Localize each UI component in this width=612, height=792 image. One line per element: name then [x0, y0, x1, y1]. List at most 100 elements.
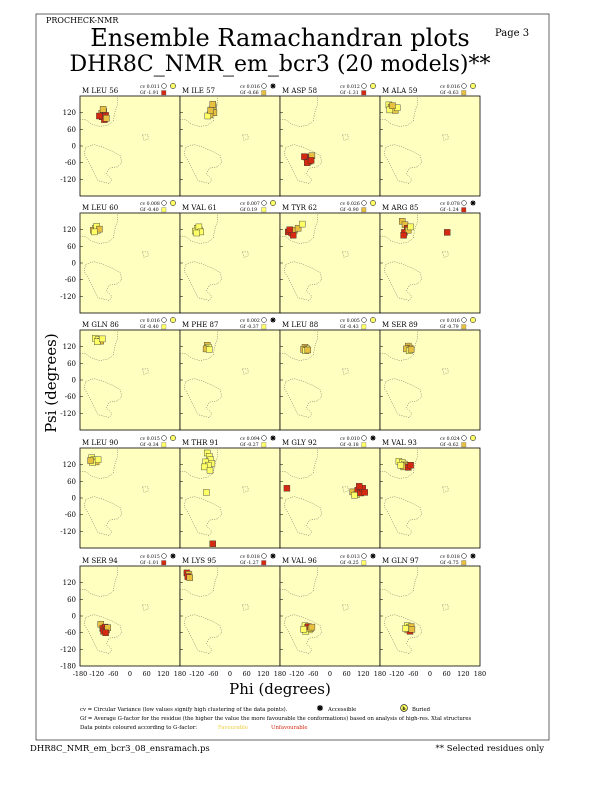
gf-colour-swatch	[361, 207, 367, 213]
residue-label: M LEU 60	[82, 204, 118, 212]
accessible-symbol-icon	[270, 553, 276, 559]
gf-colour-swatch	[361, 324, 367, 330]
legend-colour-text: Data points coloured according to G-fact…	[80, 725, 197, 731]
y-tick-label: 120	[63, 109, 76, 117]
data-point	[351, 492, 358, 499]
allowed-region-outline	[242, 368, 249, 375]
program-name: PROCHECK-NMR	[46, 16, 119, 25]
allowed-region-outline	[179, 329, 218, 361]
buried-symbol-icon	[361, 317, 367, 323]
cv-value: cv 0.016	[440, 318, 460, 324]
allowed-region-outline	[242, 604, 249, 611]
buried-symbol-icon	[161, 553, 167, 559]
x-tick-label: -180	[73, 670, 88, 678]
data-point	[204, 112, 211, 120]
data-point	[407, 346, 415, 353]
residue-label: M GLN 86	[82, 321, 119, 329]
data-point	[193, 229, 200, 237]
legend-gf-text: Gf = Average G-factor for the residue (t…	[80, 715, 471, 722]
y-tick-label: 0	[72, 613, 76, 621]
page-subtitle: DHR8C_NMR_em_bcr3 (20 models)**	[69, 52, 490, 77]
cv-value: cv 0.078	[440, 201, 460, 207]
y-tick-label: -120	[60, 410, 76, 418]
allowed-region-outline	[142, 251, 149, 258]
data-point	[361, 489, 368, 496]
cv-value: cv 0.002	[240, 318, 260, 324]
residue-label: M LEU 88	[282, 321, 318, 329]
accessible-symbol-icon	[270, 435, 276, 441]
ramachandran-panel	[279, 447, 381, 549]
allowed-region-outline	[379, 447, 418, 479]
data-point	[307, 157, 315, 164]
x-tick-label: 120	[457, 670, 469, 678]
y-tick-label: -60	[65, 511, 76, 519]
buried-symbol-icon	[161, 83, 167, 89]
ramachandran-panel	[379, 212, 481, 314]
allowed-region-outline	[242, 134, 249, 141]
data-point	[402, 625, 409, 632]
data-point	[299, 220, 306, 228]
x-tick-label: 60	[243, 670, 251, 678]
panel-background	[179, 565, 281, 667]
y-tick-label: 60	[67, 360, 76, 368]
y-tick-label: 120	[63, 343, 76, 351]
ramachandran-panel	[79, 212, 181, 314]
x-tick-label: -120	[389, 670, 404, 678]
buried-symbol-icon	[170, 317, 176, 323]
data-point	[91, 228, 98, 236]
ramachandran-panel	[179, 565, 281, 667]
ramachandran-panel	[79, 329, 181, 431]
allowed-region-outline	[79, 565, 118, 597]
ramachandran-panel	[79, 565, 181, 667]
data-point	[408, 626, 416, 633]
ramachandran-panel	[179, 447, 281, 549]
data-point	[94, 456, 102, 463]
ramachandran-panel	[79, 95, 181, 197]
allowed-region-outline	[179, 95, 218, 127]
x-tick-label: 180	[174, 670, 186, 678]
panel-background	[379, 212, 481, 314]
data-point	[186, 574, 193, 581]
gf-value: Gf -0.43	[340, 324, 359, 330]
residue-label: M GLN 97	[382, 557, 419, 565]
gf-colour-swatch	[261, 207, 267, 213]
gf-value: Gf -0.27	[240, 442, 259, 448]
data-point	[87, 457, 94, 464]
gf-value: Gf -1.91	[140, 90, 159, 96]
gf-colour-swatch	[161, 90, 167, 96]
residue-label: M ALA 59	[382, 87, 417, 95]
buried-symbol-icon	[461, 200, 467, 206]
x-tick-label: -120	[289, 670, 304, 678]
residue-label: M VAL 61	[182, 204, 217, 212]
accessible-symbol-icon	[317, 705, 323, 711]
allowed-region-outline	[342, 251, 349, 258]
data-point	[207, 107, 214, 114]
data-point	[355, 483, 363, 490]
data-point	[103, 115, 110, 122]
gf-value: Gf -0.62	[440, 442, 459, 448]
data-point	[283, 485, 291, 492]
data-point	[443, 229, 451, 236]
cv-value: cv 0.013	[340, 554, 360, 560]
accessible-symbol-icon	[370, 553, 376, 559]
allowed-region-outline	[279, 212, 318, 244]
residue-label: M LEU 90	[82, 439, 118, 447]
ramachandran-panel	[379, 565, 481, 667]
accessible-symbol-icon	[470, 553, 476, 559]
allowed-region-outline	[79, 95, 118, 127]
residue-label: M SER 89	[382, 321, 418, 329]
allowed-region-outline	[179, 565, 218, 597]
cv-value: cv 0.094	[240, 436, 260, 442]
allowed-region-outline	[442, 134, 449, 141]
y-tick-label: -60	[65, 276, 76, 284]
cv-value: cv 0.016	[140, 318, 160, 324]
gf-value: Gf -0.40	[140, 207, 159, 213]
panel-background	[79, 95, 181, 197]
residue-label: M ILE 57	[182, 87, 215, 95]
